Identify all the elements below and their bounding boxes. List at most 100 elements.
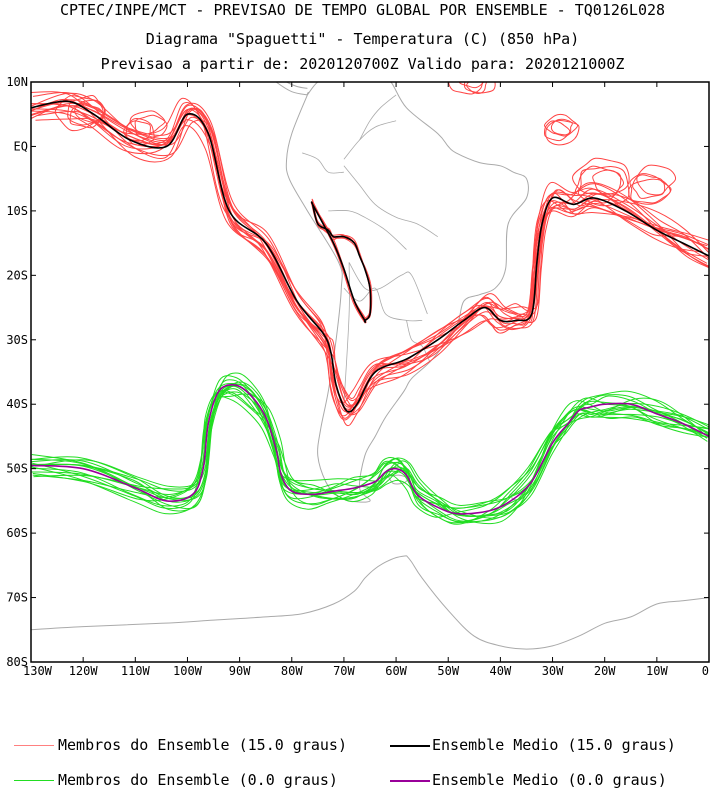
x-tick-label: 110W xyxy=(121,664,151,678)
member-15c-6 xyxy=(31,102,709,404)
header-title-line3: Previsao a partir de: 2020120700Z Valido… xyxy=(100,55,625,73)
member-0c-5 xyxy=(31,384,709,512)
axes-layer: 130W 120W 110W 100W 90W 80W 70W 60W 50W 40W 30W 20W… xyxy=(6,75,710,678)
y-tick-label: 10N xyxy=(6,75,28,89)
member-15c-blob-4-2 xyxy=(543,120,571,142)
y-tick-label: 80S xyxy=(6,655,28,669)
country-border-4 xyxy=(406,320,431,363)
member-15c-blob-1-3 xyxy=(125,120,152,142)
coast-south-georgia xyxy=(509,493,524,501)
member-15c-blob-2-0 xyxy=(577,166,630,207)
member-15c-interior-1 xyxy=(311,201,372,323)
member-0c-7 xyxy=(31,381,707,524)
member-15c-15 xyxy=(31,98,708,419)
y-tick-label: 20S xyxy=(6,268,28,282)
legend-label-members-0: Membros do Ensemble (0.0 graus) xyxy=(58,771,338,789)
legend-swatch-members-15 xyxy=(14,745,54,746)
plot-frame xyxy=(30,81,710,663)
member-0c-4 xyxy=(31,385,708,517)
legend-label-mean-15: Ensemble Medio (15.0 graus) xyxy=(432,736,676,754)
country-border-1 xyxy=(328,210,407,250)
member-15c-blob-0-1 xyxy=(67,94,106,126)
header-title-line2: Diagrama "Spaguetti" - Temperatura (C) (… xyxy=(145,30,580,48)
x-tick-label: 50W xyxy=(437,664,459,678)
member-15c-13 xyxy=(32,91,709,402)
member-15c-8 xyxy=(31,105,709,413)
x-tick-label: 120W xyxy=(69,664,99,678)
y-tick-label: 30S xyxy=(6,333,28,347)
member-0c-15 xyxy=(31,382,709,509)
member-15c-blob-2-1 xyxy=(592,169,625,197)
member-15c-blob-4-1 xyxy=(550,118,573,136)
x-tick-label: 30W xyxy=(542,664,564,678)
coast-antarctica-east xyxy=(406,555,709,650)
member-15c-blob-0-3 xyxy=(54,95,104,132)
x-tick-label: 80W xyxy=(281,664,303,678)
legend-swatch-mean-15 xyxy=(390,745,430,747)
ensemble-members-layer xyxy=(31,82,709,525)
member-15c-blob-2-3 xyxy=(572,157,630,195)
member-15c-blob-5-1 xyxy=(466,82,488,94)
member-15c-blob-5-2 xyxy=(448,82,483,95)
x-tick-label: 100W xyxy=(173,664,203,678)
y-tick-label: 70S xyxy=(6,591,28,605)
member-15c-blob-3-0 xyxy=(629,173,672,205)
coast-falklands xyxy=(386,474,409,485)
x-tick-label: 0 xyxy=(702,664,709,678)
country-border-2 xyxy=(348,262,428,315)
coastline-layer xyxy=(31,82,709,650)
x-tick-label: 70W xyxy=(333,664,355,678)
member-15c-11 xyxy=(31,102,709,407)
y-tick-label: 60S xyxy=(6,526,28,540)
member-0c-11 xyxy=(32,389,709,519)
x-tick-label: 10W xyxy=(646,664,668,678)
mean-15c-interior-line xyxy=(310,201,372,323)
member-0c-10 xyxy=(31,385,708,517)
x-tick-label: 130W xyxy=(23,664,53,678)
y-tick-label: 40S xyxy=(6,397,28,411)
country-border-6 xyxy=(359,94,397,141)
y-tick-label: EQ xyxy=(14,139,28,153)
legend-swatch-mean-0 xyxy=(390,780,430,782)
member-15c-4 xyxy=(31,101,709,408)
member-15c-10 xyxy=(31,103,708,410)
y-tick-label: 50S xyxy=(6,462,28,476)
member-15c-3 xyxy=(31,92,709,415)
coast-south-america xyxy=(285,82,529,503)
member-15c-blob-1-0 xyxy=(129,110,166,135)
member-15c-2 xyxy=(31,103,708,421)
member-0c-3 xyxy=(31,375,709,523)
member-15c-9 xyxy=(36,102,704,408)
member-15c-1 xyxy=(35,97,709,406)
member-15c-blob-1-2 xyxy=(134,114,168,139)
member-0c-12 xyxy=(31,391,709,524)
member-15c-blob-4-3 xyxy=(545,119,580,146)
x-tick-label: 20W xyxy=(594,664,616,678)
x-tick-label: 40W xyxy=(490,664,512,678)
member-15c-14 xyxy=(31,105,709,427)
mean-15c-line xyxy=(31,100,709,413)
coast-antarctic-peninsula xyxy=(31,555,407,631)
member-15c-7 xyxy=(31,91,709,400)
member-0c-1 xyxy=(31,379,708,517)
member-15c-blob-2-2 xyxy=(574,165,622,204)
member-0c-14 xyxy=(32,391,709,525)
country-border-7 xyxy=(302,152,344,174)
coast-caribbean-north xyxy=(285,82,308,89)
x-tick-label: 60W xyxy=(385,664,407,678)
legend-label-members-15: Membros do Ensemble (15.0 graus) xyxy=(58,736,347,754)
member-15c-blob-3-2 xyxy=(632,174,666,199)
member-15c-blob-3-3 xyxy=(636,164,677,196)
member-15c-blob-4-0 xyxy=(544,113,579,137)
member-0c-6 xyxy=(33,393,707,525)
member-15c-blob-3-1 xyxy=(628,178,671,204)
member-0c-9 xyxy=(35,395,709,518)
legend-swatch-members-0 xyxy=(14,780,54,781)
member-0c-2 xyxy=(31,388,708,523)
member-15c-interior-3 xyxy=(311,200,373,324)
x-tick-label: 90W xyxy=(229,664,251,678)
ensemble-mean-layer xyxy=(31,100,709,515)
member-15c-5 xyxy=(31,104,709,416)
legend-label-mean-0: Ensemble Medio (0.0 graus) xyxy=(432,771,667,789)
